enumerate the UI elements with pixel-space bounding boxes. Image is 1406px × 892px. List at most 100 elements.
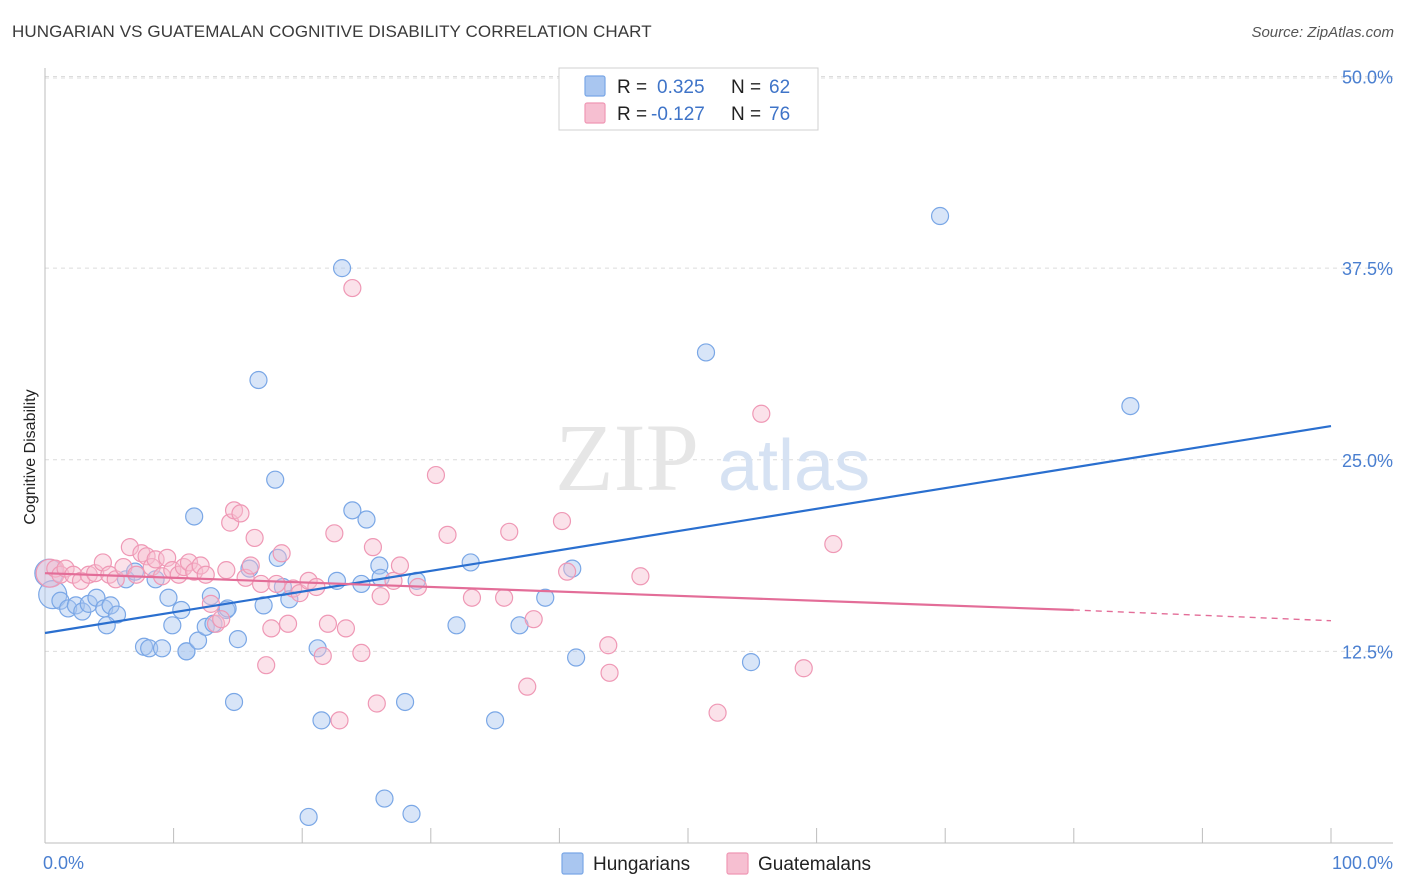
series-legend: Hungarians Guatemalans: [561, 852, 871, 875]
hungarian-trend-line: [44, 424, 1332, 635]
hungarian-point: [185, 507, 204, 526]
guatemalan-point: [307, 577, 326, 597]
guatemalan-point: [524, 610, 543, 629]
trend-lines: [44, 424, 1332, 635]
guatemalan-point: [371, 587, 390, 606]
hungarian-point: [1121, 396, 1140, 416]
legend-n-label-hungarians: N =: [731, 77, 761, 98]
hungarian-point: [266, 470, 285, 489]
guatemalan-point: [390, 556, 410, 575]
legend-r-label-guatemalans: R =: [617, 104, 647, 125]
axes: [44, 68, 1393, 844]
hungarian-point: [567, 648, 586, 667]
hungarian-point: [486, 711, 505, 730]
series-legend-label-hungarians: Hungarians: [593, 854, 690, 875]
guatemalan-point: [201, 594, 220, 613]
guatemalan-point: [191, 556, 210, 575]
hungarian-point: [696, 343, 716, 362]
series-legend-swatch-guatemalans: [726, 852, 749, 875]
guatemalan-point: [363, 538, 383, 557]
guatemalan-point: [426, 465, 446, 485]
guatemalan-point: [267, 574, 286, 594]
guatemalan-point: [251, 574, 271, 594]
hungarian-point: [101, 596, 120, 615]
legend-n-value-guatemalans: 76: [769, 104, 790, 125]
series-legend-swatch-hungarians: [561, 852, 584, 875]
hungarian-point: [343, 501, 362, 520]
guatemalan-point: [318, 614, 338, 633]
hungarian-point: [312, 711, 331, 730]
guatemalan-point: [552, 511, 572, 531]
guatemalan-point: [599, 636, 618, 655]
guatemalan-point: [336, 619, 356, 638]
watermark-atlas: atlas: [718, 426, 870, 506]
chart-title: HUNGARIAN VS GUATEMALAN COGNITIVE DISABI…: [12, 22, 652, 41]
guatemalan-point: [631, 567, 650, 586]
hungarian-point: [224, 692, 244, 712]
hungarian-point: [402, 804, 421, 823]
guatemalan-point: [325, 524, 344, 543]
guatemalan-point: [343, 278, 362, 298]
hungarian-point: [536, 588, 555, 607]
hungarian-point: [447, 616, 466, 635]
guatemalan-point: [495, 588, 514, 607]
legend-swatch-hungarians: [584, 75, 606, 97]
legend-r-label-hungarians: R =: [617, 77, 647, 98]
hungarian-point: [188, 631, 208, 650]
guatemalan-trend-line: [44, 572, 1074, 612]
guatemalan-point: [352, 643, 371, 663]
hungarian-point: [395, 692, 415, 712]
hungarian-point: [249, 370, 268, 390]
guatemalan-point: [245, 528, 264, 548]
hungarian-point: [299, 807, 318, 827]
stats-legend: R = 0.325 N = 62 R = -0.127 N = 76: [558, 67, 819, 131]
watermark: ZIP atlas: [555, 404, 870, 511]
hungarian-point: [930, 206, 950, 226]
guatemalan-point: [257, 656, 276, 675]
legend-r-value-guatemalans: -0.127: [651, 104, 705, 125]
guatemalan-point: [794, 659, 813, 678]
source-note: Source: ZipAtlas.com: [1251, 24, 1394, 41]
guatemalan-point: [462, 588, 482, 607]
guatemalan-point: [824, 534, 843, 554]
guatemalan-point: [146, 550, 165, 569]
guatemalan-point: [278, 614, 298, 633]
hungarian-point: [240, 559, 259, 578]
guatemalan-point: [196, 565, 215, 584]
hungarian-point: [140, 639, 159, 658]
hungarian-point: [332, 259, 352, 278]
x-tick-label-max: 100.0%: [1332, 853, 1393, 873]
guatemalan-point: [558, 562, 577, 581]
hungarian-point: [741, 653, 761, 672]
y-tick-label: 37.5%: [1342, 259, 1393, 279]
guatemalan-point: [438, 525, 457, 544]
y-axis-title: Cognitive Disability: [22, 389, 39, 524]
hungarian-points: [34, 206, 1140, 827]
guatemalan-point: [127, 565, 146, 584]
guatemalan-point: [241, 556, 260, 575]
hungarian-point: [201, 587, 220, 606]
guatemalan-point: [262, 619, 281, 638]
hungarian-point: [152, 639, 172, 658]
hungarian-point: [97, 616, 116, 635]
guatemalan-point: [752, 404, 771, 423]
series-legend-label-guatemalans: Guatemalans: [758, 854, 871, 875]
guatemalan-point: [600, 663, 619, 682]
legend-n-label-guatemalans: N =: [731, 104, 761, 125]
guatemalan-point: [272, 544, 291, 563]
y-tick-label: 50.0%: [1342, 68, 1393, 88]
guatemalan-point: [120, 538, 139, 557]
guatemalan-point: [179, 553, 199, 572]
guatemalan-point: [212, 610, 231, 629]
guatemalan-point: [330, 711, 349, 730]
y-tick-label: 12.5%: [1342, 642, 1393, 662]
hungarian-point: [228, 630, 247, 649]
hungarian-point: [159, 588, 178, 607]
guatemalan-point: [708, 703, 727, 722]
legend-r-value-hungarians: 0.325: [657, 77, 705, 98]
guatemalan-point: [217, 561, 236, 580]
hungarian-point: [563, 559, 582, 578]
hungarian-point: [163, 616, 182, 635]
guatemalan-point: [231, 504, 250, 523]
